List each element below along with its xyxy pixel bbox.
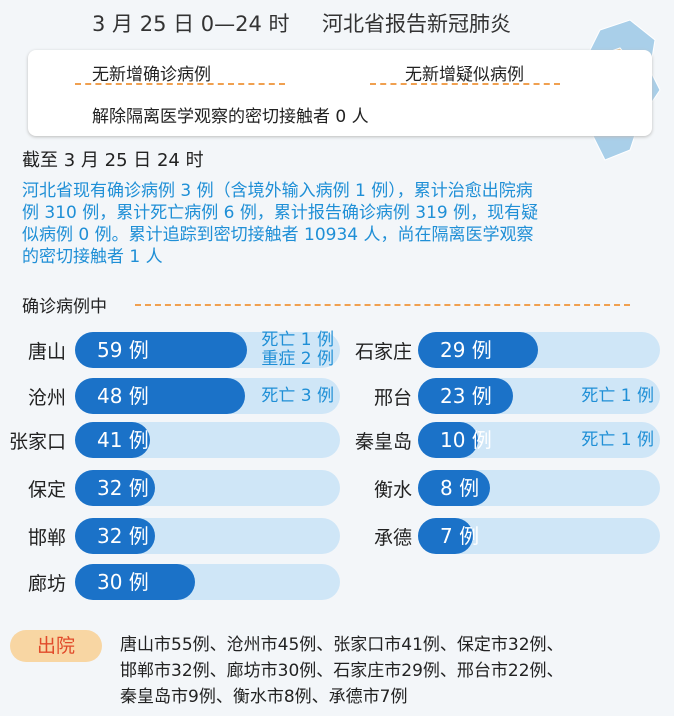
city-name: 衡水 (373, 479, 412, 501)
divider (370, 83, 560, 85)
city-name: 保定 (27, 479, 66, 501)
as-of: 截至 3 月 25 日 24 时 (22, 150, 204, 171)
case-note: 死亡 3 例 (261, 385, 334, 406)
city-name: 承德 (373, 527, 412, 549)
city-name: 邢台 (373, 387, 412, 409)
header-title: 河北省报告新冠肺炎 (322, 12, 511, 36)
divider (75, 83, 285, 85)
case-note: 死亡 1 例 (581, 429, 654, 450)
city-name: 张家口 (8, 431, 66, 453)
section-title: 确诊病例中 (22, 297, 107, 317)
case-note: 死亡 1 例 (261, 330, 334, 350)
bar: 7 例 (418, 518, 479, 554)
paragraph-line: 的密切接触者 1 人 (22, 247, 163, 267)
paragraph-line: 河北省现有确诊病例 3 例（含境外输入病例 1 例），累计治愈出院病 (22, 181, 533, 201)
case-note: 重症 2 例 (261, 349, 334, 369)
city-name: 秦皇岛 (354, 431, 412, 453)
city-name: 廊坊 (27, 573, 66, 595)
bar: 8 例 (418, 470, 490, 506)
bar: 23 例 (418, 378, 513, 414)
case-note: 死亡 1 例 (581, 385, 654, 406)
bar: 41 例 (75, 422, 150, 458)
bar: 30 例 (75, 564, 195, 600)
summary-box (28, 50, 652, 136)
divider (135, 304, 630, 306)
city-name: 唐山 (27, 341, 66, 363)
discharge-line: 秦皇岛市9例、衡水市8例、承德市7例 (120, 687, 408, 707)
summary-item: 解除隔离医学观察的密切接触者 0 人 (92, 107, 369, 127)
summary-item: 无新增疑似病例 (405, 65, 524, 85)
discharge-line: 邯郸市32例、廊坊市30例、石家庄市29例、邢台市22例、 (120, 661, 564, 681)
city-name: 沧州 (27, 387, 66, 409)
city-name: 石家庄 (354, 341, 412, 363)
bar: 48 例 (75, 378, 245, 414)
bar: 59 例 (75, 332, 247, 368)
bar: 10 例 (418, 422, 492, 458)
bar: 29 例 (418, 332, 538, 368)
discharge-label: 出院 (10, 630, 102, 662)
city-name: 邯郸 (27, 527, 66, 549)
bar: 32 例 (75, 470, 155, 506)
paragraph-line: 例 310 例，累计死亡病例 6 例，累计报告确诊病例 319 例，现有疑 (22, 203, 539, 223)
summary-item: 无新增确诊病例 (92, 65, 211, 85)
header-date: 3 月 25 日 0—24 时 (92, 12, 290, 36)
discharge-line: 唐山市55例、沧州市45例、张家口市41例、保定市32例、 (120, 635, 564, 655)
paragraph-line: 似病例 0 例。累计追踪到密切接触者 10934 人，尚在隔离医学观察 (22, 225, 534, 245)
bar: 32 例 (75, 518, 155, 554)
